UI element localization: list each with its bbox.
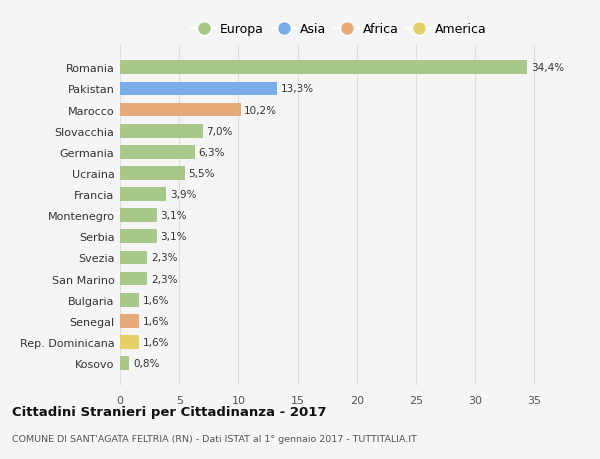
Text: 2,3%: 2,3% <box>151 274 177 284</box>
Text: 3,9%: 3,9% <box>170 190 196 200</box>
Text: 1,6%: 1,6% <box>142 295 169 305</box>
Bar <box>120 314 139 328</box>
Text: 1,6%: 1,6% <box>142 316 169 326</box>
Bar <box>120 188 166 202</box>
Text: 0,8%: 0,8% <box>133 358 160 368</box>
Bar <box>120 230 157 244</box>
Bar <box>120 293 139 307</box>
Bar <box>120 272 147 286</box>
Text: 10,2%: 10,2% <box>244 106 277 115</box>
Bar <box>120 124 203 138</box>
Bar <box>120 83 277 96</box>
Bar <box>120 62 527 75</box>
Text: COMUNE DI SANT'AGATA FELTRIA (RN) - Dati ISTAT al 1° gennaio 2017 - TUTTITALIA.I: COMUNE DI SANT'AGATA FELTRIA (RN) - Dati… <box>12 434 417 442</box>
Bar <box>120 103 241 117</box>
Text: 1,6%: 1,6% <box>142 337 169 347</box>
Text: 34,4%: 34,4% <box>531 63 564 73</box>
Text: Cittadini Stranieri per Cittadinanza - 2017: Cittadini Stranieri per Cittadinanza - 2… <box>12 405 326 419</box>
Text: 6,3%: 6,3% <box>198 147 224 157</box>
Text: 5,5%: 5,5% <box>188 168 215 179</box>
Text: 2,3%: 2,3% <box>151 253 177 263</box>
Bar <box>120 357 130 370</box>
Bar <box>120 209 157 223</box>
Text: 7,0%: 7,0% <box>206 126 233 136</box>
Text: 3,1%: 3,1% <box>160 232 187 242</box>
Bar <box>120 167 185 180</box>
Bar <box>120 146 194 159</box>
Bar <box>120 336 139 349</box>
Bar <box>120 251 147 265</box>
Text: 3,1%: 3,1% <box>160 211 187 221</box>
Legend: Europa, Asia, Africa, America: Europa, Asia, Africa, America <box>187 18 491 41</box>
Text: 13,3%: 13,3% <box>281 84 314 94</box>
